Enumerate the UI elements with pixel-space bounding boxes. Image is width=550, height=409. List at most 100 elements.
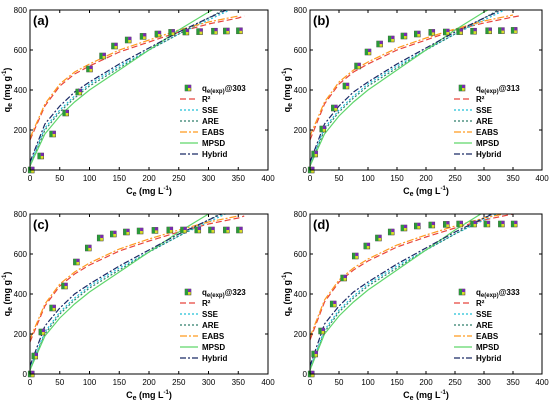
legend-label: MPSD xyxy=(202,139,225,148)
curve-mpsd xyxy=(310,10,490,167)
data-point xyxy=(364,48,372,56)
legend-item-scatter: qe(exp)@303 xyxy=(184,84,246,95)
y-tick-label: 0 xyxy=(23,166,28,175)
x-tick-label: 300 xyxy=(477,378,491,387)
x-tick-label: 250 xyxy=(448,174,462,183)
data-point xyxy=(311,150,318,158)
legend-label: EABS xyxy=(202,332,225,341)
data-point xyxy=(208,226,215,234)
legend-label: Hybrid xyxy=(202,150,227,159)
data-point xyxy=(182,28,190,36)
legend-item-scatter: qe(exp)@313 xyxy=(458,84,520,95)
panel-a: 0 50 100 150 200 250 300 350 400 0 200 400 600 800 Ce … xyxy=(2,6,275,198)
legend-label: MPSD xyxy=(202,343,225,352)
legend-item-hybrid: Hybrid xyxy=(454,354,501,363)
data-point xyxy=(331,104,338,112)
legend-item-are: ARE xyxy=(180,117,220,126)
curve-eabs xyxy=(310,214,507,338)
curve-are xyxy=(310,10,500,167)
curve-are xyxy=(30,214,221,371)
legend-item-r2: R² xyxy=(180,95,211,104)
data-point xyxy=(75,88,83,96)
data-point xyxy=(470,27,477,35)
data-point xyxy=(387,35,395,43)
curve-mpsd xyxy=(310,214,482,371)
curve-mpsd xyxy=(30,10,214,167)
legend-item-are: ARE xyxy=(180,321,220,330)
legend-item-scatter: qe(exp)@323 xyxy=(184,288,246,299)
x-tick-label: 200 xyxy=(419,378,433,387)
data-point xyxy=(96,234,104,242)
y-tick-label: 400 xyxy=(294,86,308,95)
data-point xyxy=(211,27,218,35)
data-points xyxy=(27,226,243,378)
y-axis-label: qe (mg g-1) xyxy=(2,68,14,113)
data-point xyxy=(470,220,477,228)
data-point xyxy=(340,274,347,282)
curve-r2 xyxy=(310,15,519,141)
x-tick-label: 350 xyxy=(232,378,246,387)
legend-item-scatter: qe(exp)@333 xyxy=(458,288,520,299)
data-point xyxy=(428,221,436,229)
legend-label: R² xyxy=(202,95,211,104)
data-point xyxy=(154,30,162,38)
data-point xyxy=(510,27,518,34)
y-tick-label: 800 xyxy=(294,6,308,15)
fit-curves xyxy=(30,10,245,167)
legend-label: SSE xyxy=(202,106,219,115)
x-tick-label: 300 xyxy=(202,378,216,387)
x-tick-label: 300 xyxy=(202,174,216,183)
y-tick-label: 800 xyxy=(14,6,28,15)
x-tick-label: 250 xyxy=(448,378,462,387)
legend-label: SSE xyxy=(202,310,219,319)
legend-item-r2: R² xyxy=(454,95,485,104)
y-axis-label: qe (mg g-1) xyxy=(282,272,294,317)
curve-mpsd xyxy=(30,214,210,371)
curve-sse xyxy=(310,214,498,369)
legend-label: EABS xyxy=(476,332,499,341)
legend-item-r2: R² xyxy=(180,299,211,308)
fit-curves xyxy=(30,214,245,371)
legend-label: Hybrid xyxy=(202,354,227,363)
data-point xyxy=(456,220,463,228)
y-tick-label: 200 xyxy=(14,330,28,339)
data-point xyxy=(236,27,243,35)
x-tick-label: 0 xyxy=(28,378,33,387)
x-axis-label: Ce (mg L-1) xyxy=(126,186,172,198)
data-point xyxy=(38,328,46,336)
data-point xyxy=(123,228,130,236)
data-point xyxy=(194,226,202,234)
data-point xyxy=(151,227,159,234)
y-tick-label: 400 xyxy=(14,86,28,95)
data-point xyxy=(414,30,421,38)
y-tick-label: 200 xyxy=(294,126,308,135)
data-point xyxy=(387,228,395,236)
panel-label: (c) xyxy=(33,217,49,232)
x-tick-label: 100 xyxy=(361,174,375,183)
legend-item-mpsd: MPSD xyxy=(454,139,499,148)
x-tick-label: 200 xyxy=(142,378,156,387)
x-tick-label: 50 xyxy=(55,174,64,183)
x-tick-label: 0 xyxy=(28,174,33,183)
legend-label: EABS xyxy=(476,128,499,137)
y-tick-label: 800 xyxy=(14,210,28,219)
data-point xyxy=(139,33,147,40)
data-point xyxy=(311,350,318,358)
data-point xyxy=(400,32,408,40)
x-tick-label: 350 xyxy=(506,378,520,387)
legend-label: ARE xyxy=(202,117,220,126)
y-tick-label: 0 xyxy=(303,370,308,379)
legend-label: R² xyxy=(476,95,485,104)
data-point xyxy=(414,222,421,230)
y-tick-label: 200 xyxy=(294,330,308,339)
legend-item-r2: R² xyxy=(454,299,485,308)
x-tick-label: 350 xyxy=(506,174,520,183)
data-point xyxy=(31,352,39,360)
x-tick-label: 100 xyxy=(361,378,375,387)
data-point xyxy=(49,130,56,138)
curve-hybrid xyxy=(30,214,224,367)
panel-b: 0 50 100 150 200 250 300 350 400 0 200 400 600 800 Ce … xyxy=(282,6,549,198)
legend-item-sse: SSE xyxy=(454,106,493,115)
y-tick-label: 400 xyxy=(14,290,28,299)
